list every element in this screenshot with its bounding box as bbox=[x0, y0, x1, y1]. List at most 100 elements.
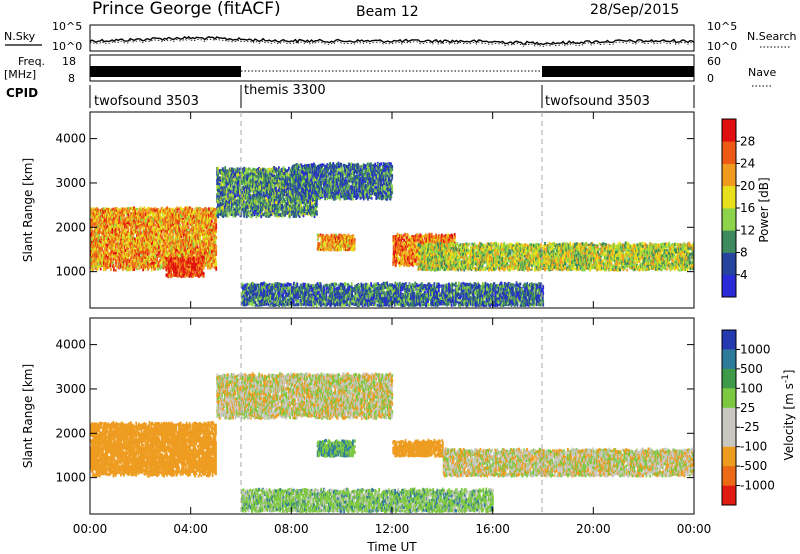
data-cell-r0 bbox=[163, 255, 166, 259]
data-cell-r0 bbox=[183, 251, 186, 255]
data-cell-r2 bbox=[298, 204, 301, 207]
data-cell-r2 bbox=[245, 200, 248, 204]
data-cell-r2 bbox=[279, 190, 282, 194]
data-cell-r2 bbox=[285, 175, 287, 180]
data-cell-r2 bbox=[232, 191, 235, 195]
data-cell-r2 bbox=[266, 170, 269, 174]
data-cell-r0 bbox=[193, 245, 195, 248]
data-cell-r0 bbox=[104, 209, 107, 213]
data-cell-r0 bbox=[158, 225, 160, 228]
data-cell-r0 bbox=[103, 240, 106, 244]
data-cell-r0 bbox=[123, 214, 126, 217]
data-cell-r2 bbox=[288, 166, 290, 170]
data-cell-r2 bbox=[298, 215, 301, 219]
data-cell-r0 bbox=[205, 253, 207, 257]
data-cell-r0 bbox=[196, 233, 199, 236]
data-cell-r0 bbox=[172, 216, 175, 220]
data-cell-r2 bbox=[250, 169, 253, 172]
data-cell-r2 bbox=[232, 208, 235, 213]
data-cell-r0 bbox=[199, 240, 202, 244]
freq-block-left bbox=[90, 66, 241, 77]
data-cell-r0 bbox=[98, 213, 101, 216]
data-cell-r2 bbox=[220, 168, 223, 172]
data-cell-r0 bbox=[207, 239, 209, 244]
data-cell-r0 bbox=[138, 229, 141, 233]
data-cell-r0 bbox=[137, 260, 140, 263]
data-cell-r0 bbox=[107, 265, 109, 269]
data-cell-r2 bbox=[263, 183, 266, 187]
data-cell-r0 bbox=[209, 219, 211, 223]
data-cell-r0 bbox=[199, 249, 202, 253]
data-cell-r2 bbox=[294, 214, 297, 217]
data-cell-r0 bbox=[199, 231, 202, 234]
data-cell-r0 bbox=[117, 255, 120, 258]
data-cell-r2 bbox=[248, 173, 251, 177]
data-cell-r1 bbox=[183, 262, 186, 266]
data-cell-r0 bbox=[188, 210, 191, 214]
data-cell-r0 bbox=[187, 238, 190, 242]
data-cell-r0 bbox=[213, 221, 216, 225]
data-cell-r2 bbox=[225, 214, 228, 218]
data-cell-r0 bbox=[191, 226, 194, 230]
data-cell-r1 bbox=[186, 256, 189, 260]
data-cell-r0 bbox=[201, 240, 204, 244]
data-cell-r0 bbox=[168, 207, 171, 211]
data-cell-r0 bbox=[160, 232, 163, 237]
data-cell-r0 bbox=[173, 209, 176, 212]
data-cell-r0 bbox=[170, 246, 173, 250]
data-cell-r0 bbox=[154, 218, 157, 222]
data-cell-r0 bbox=[136, 268, 138, 271]
data-cell-r2 bbox=[241, 180, 244, 184]
data-cell-r2 bbox=[241, 170, 244, 174]
data-cell-r2 bbox=[231, 170, 233, 173]
data-cell-r0 bbox=[108, 207, 111, 211]
data-cell-r2 bbox=[271, 176, 274, 180]
data-cell-r0 bbox=[128, 219, 131, 223]
data-cell-r0 bbox=[139, 222, 141, 225]
data-cell-r2 bbox=[275, 209, 277, 214]
data-cell-r0 bbox=[209, 254, 211, 258]
data-cell-r0 bbox=[96, 217, 99, 221]
data-cell-r0 bbox=[215, 266, 218, 269]
data-cell-r2 bbox=[273, 184, 275, 187]
data-cell-r0 bbox=[110, 268, 112, 271]
data-cell-r2 bbox=[248, 200, 251, 205]
data-cell-r2 bbox=[239, 167, 241, 171]
data-cell-r2 bbox=[275, 204, 278, 208]
data-cell-r0 bbox=[209, 228, 211, 232]
data-cell-r2 bbox=[313, 209, 316, 213]
data-cell-r2 bbox=[309, 209, 312, 213]
data-cell-r2 bbox=[225, 174, 228, 178]
data-cell-r2 bbox=[257, 200, 260, 203]
data-cell-r0 bbox=[156, 259, 158, 262]
data-cell-r2 bbox=[278, 210, 280, 214]
data-cell-r0 bbox=[212, 224, 215, 229]
data-cell-r0 bbox=[96, 228, 98, 233]
data-cell-r2 bbox=[244, 168, 246, 172]
data-cell-r0 bbox=[140, 208, 143, 211]
data-cell-r0 bbox=[114, 269, 117, 272]
data-cell-r0 bbox=[173, 254, 176, 258]
data-cell-r0 bbox=[188, 233, 191, 237]
data-cell-r0 bbox=[187, 241, 190, 246]
cpid-mode-3: twofsound 3503 bbox=[545, 94, 650, 109]
data-cell-r0 bbox=[200, 230, 203, 234]
data-cell-r2 bbox=[263, 189, 266, 192]
data-cell-r2 bbox=[275, 211, 278, 214]
data-cell-r2 bbox=[217, 197, 220, 200]
data-cell-r2 bbox=[226, 215, 229, 218]
data-cell-r2 bbox=[288, 214, 291, 219]
data-cell-r0 bbox=[196, 228, 199, 232]
data-cell-r0 bbox=[166, 234, 169, 237]
data-cell-r0 bbox=[128, 209, 131, 212]
data-cell-r0 bbox=[93, 247, 96, 252]
data-cell-r0 bbox=[190, 243, 192, 247]
data-cell-r1 bbox=[198, 264, 201, 267]
data-cell-r2 bbox=[307, 211, 309, 215]
data-cell-r0 bbox=[193, 234, 195, 237]
data-cell-r0 bbox=[153, 241, 155, 244]
data-cell-r2 bbox=[254, 178, 257, 181]
data-cell-r0 bbox=[95, 266, 98, 269]
data-cell-r2 bbox=[221, 167, 224, 171]
data-cell-r0 bbox=[158, 242, 160, 246]
